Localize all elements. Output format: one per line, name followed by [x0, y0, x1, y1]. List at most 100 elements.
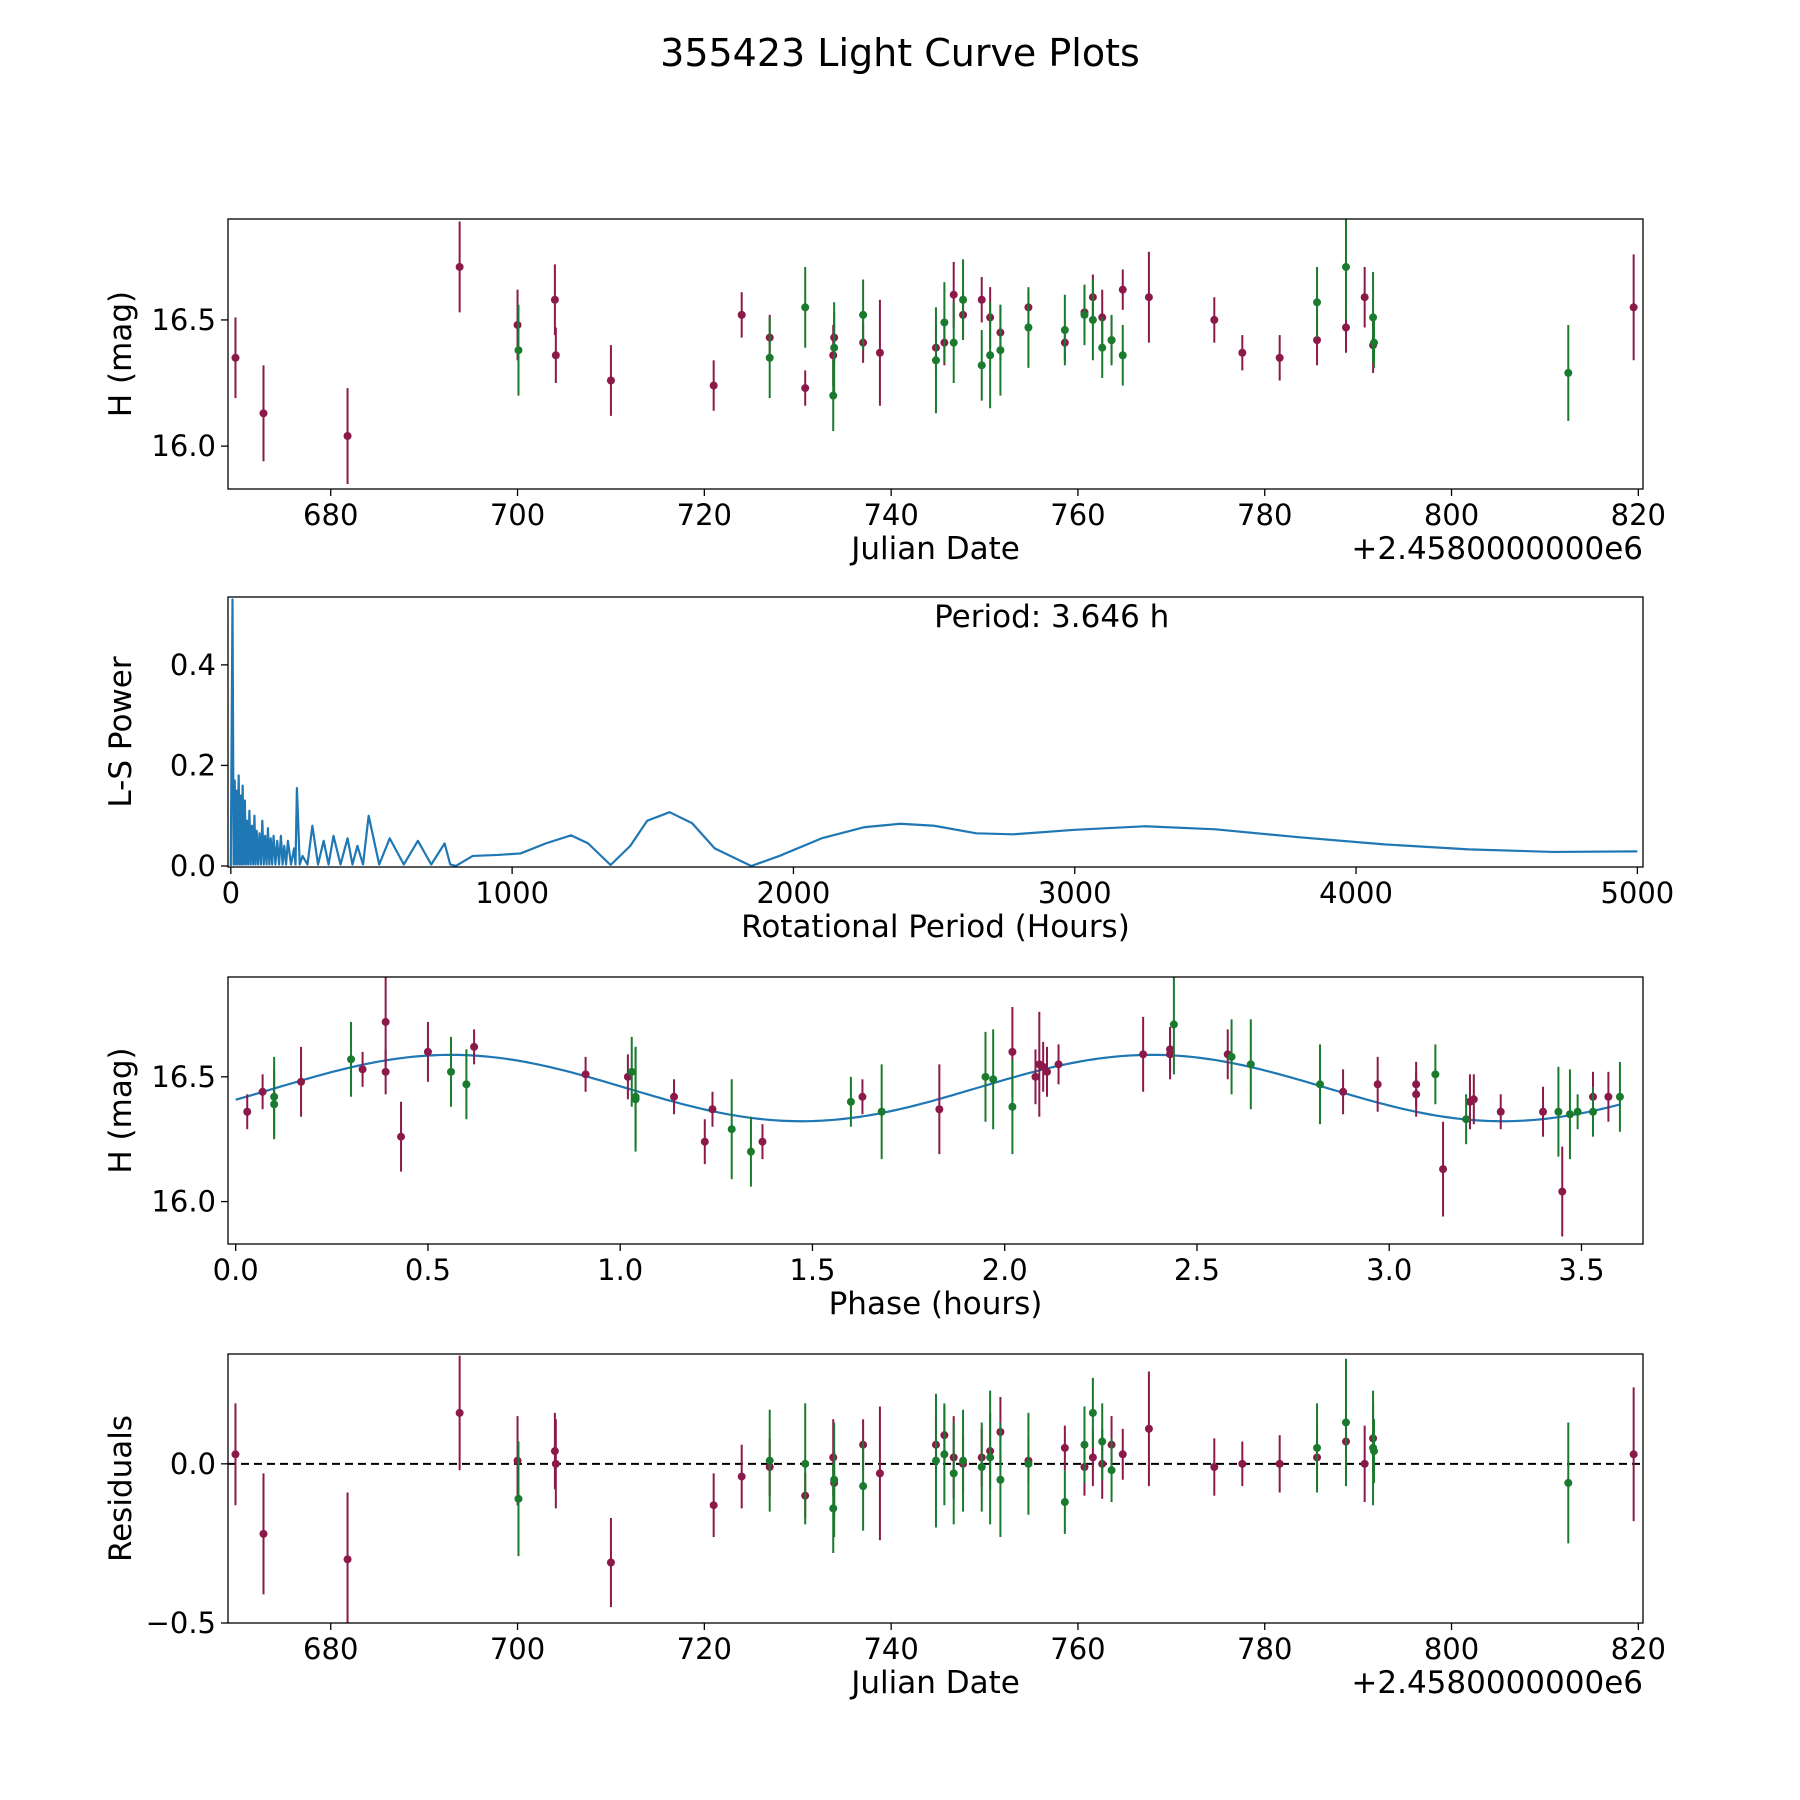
data-point	[551, 1459, 560, 1468]
data-point	[940, 318, 949, 327]
y-tick-label: 0.4	[170, 648, 216, 682]
x-tick-label: 0	[222, 876, 240, 910]
y-tick-label: 16.0	[151, 429, 216, 463]
data-point	[381, 1017, 390, 1026]
data-point	[1210, 315, 1219, 324]
data-point	[1008, 1047, 1017, 1056]
data-point	[1604, 1092, 1613, 1101]
y-tick-label: 0.0	[170, 849, 216, 883]
data-point	[931, 1456, 940, 1465]
data-point	[514, 346, 523, 355]
data-point	[846, 1097, 855, 1106]
x-tick-label: 780	[1237, 1632, 1292, 1666]
data-point	[1539, 1107, 1548, 1116]
data-point	[1564, 368, 1573, 377]
data-point	[631, 1095, 640, 1104]
y-tick-label: 0.0	[170, 1447, 216, 1481]
data-point	[931, 356, 940, 365]
x-tick-label: 680	[303, 1632, 358, 1666]
figure-title: 355423 Light Curve Plots	[660, 31, 1140, 75]
data-point	[270, 1092, 279, 1101]
data-point	[989, 1075, 998, 1084]
x-tick-label: 700	[490, 1632, 545, 1666]
x-tick-label: 0.0	[213, 1253, 259, 1287]
data-point	[1080, 1440, 1089, 1449]
data-point	[1275, 353, 1284, 362]
data-point	[343, 1555, 352, 1564]
data-point	[935, 1105, 944, 1114]
data-point	[1316, 1080, 1325, 1089]
data-point	[765, 1456, 774, 1465]
data-point	[297, 1077, 306, 1086]
data-point	[1238, 348, 1247, 357]
data-point	[1469, 1095, 1478, 1104]
data-point	[746, 1147, 755, 1156]
y-axis-label: H (mag)	[103, 1047, 139, 1173]
data-point	[1238, 1459, 1247, 1468]
x-tick-label: 700	[490, 498, 545, 532]
axes-frame	[227, 976, 1644, 1245]
data-point	[996, 1475, 1005, 1484]
data-point	[606, 1558, 615, 1567]
data-point	[737, 1472, 746, 1481]
data-point	[858, 1092, 867, 1101]
data-point	[1098, 1437, 1107, 1446]
data-point	[1169, 1020, 1178, 1029]
data-point	[455, 1408, 464, 1417]
data-point	[940, 1450, 949, 1459]
y-tick-label: 16.5	[151, 1060, 216, 1094]
x-tick-label: 1000	[475, 876, 549, 910]
data-point	[1275, 1459, 1284, 1468]
data-point	[959, 295, 968, 304]
residuals-panel: 680 700 720 740 760 780 800 820 −0.5 0.0 Julian Da…	[103, 1353, 1666, 1701]
data-point	[606, 376, 615, 385]
y-tick-label: −0.5	[146, 1606, 216, 1640]
data-point	[347, 1055, 356, 1064]
data-point	[830, 1475, 839, 1484]
data-point	[343, 432, 352, 441]
x-tick-label: 3.5	[1558, 1253, 1604, 1287]
data-point	[1373, 1080, 1382, 1089]
data-point	[1210, 1463, 1219, 1472]
data-point	[1024, 323, 1033, 332]
x-tick-label: 760	[1050, 1632, 1105, 1666]
data-point	[737, 310, 746, 319]
data-point	[258, 1087, 267, 1096]
data-point	[977, 361, 986, 370]
data-point	[1462, 1115, 1471, 1124]
data-point	[1496, 1107, 1505, 1116]
data-point	[875, 1469, 884, 1478]
data-point	[423, 1047, 432, 1056]
data-point	[949, 338, 958, 347]
x-axis-label: Julian Date	[849, 531, 1020, 567]
x-tick-label: 740	[863, 1632, 918, 1666]
x-tick-label: 760	[1050, 498, 1105, 532]
axes-frame	[227, 596, 1644, 868]
data-point	[1629, 303, 1638, 312]
period-annotation: Period: 3.646 h	[934, 599, 1169, 635]
data-point	[1107, 336, 1116, 345]
data-point	[1107, 1466, 1116, 1475]
lomb-scargle-power-curve	[229, 598, 1638, 867]
data-area	[231, 219, 1638, 484]
data-point	[1629, 1450, 1638, 1459]
data-point	[1098, 343, 1107, 352]
data-area	[229, 598, 1638, 867]
data-point	[455, 262, 464, 271]
data-point	[1227, 1052, 1236, 1061]
y-axis-label: L-S Power	[103, 656, 139, 807]
x-axis-label: Julian Date	[849, 1665, 1020, 1701]
data-point	[727, 1125, 736, 1134]
data-point	[1573, 1107, 1582, 1116]
x-tick-label: 720	[677, 498, 732, 532]
x-tick-label: 800	[1424, 1632, 1479, 1666]
x-tick-label: 740	[863, 498, 918, 532]
data-point	[1341, 262, 1350, 271]
y-axis-label: H (mag)	[103, 291, 139, 417]
data-point	[1031, 1072, 1040, 1081]
x-tick-label: 800	[1424, 498, 1479, 532]
data-point	[1412, 1080, 1421, 1089]
data-point	[700, 1137, 709, 1146]
data-point	[1118, 285, 1127, 294]
